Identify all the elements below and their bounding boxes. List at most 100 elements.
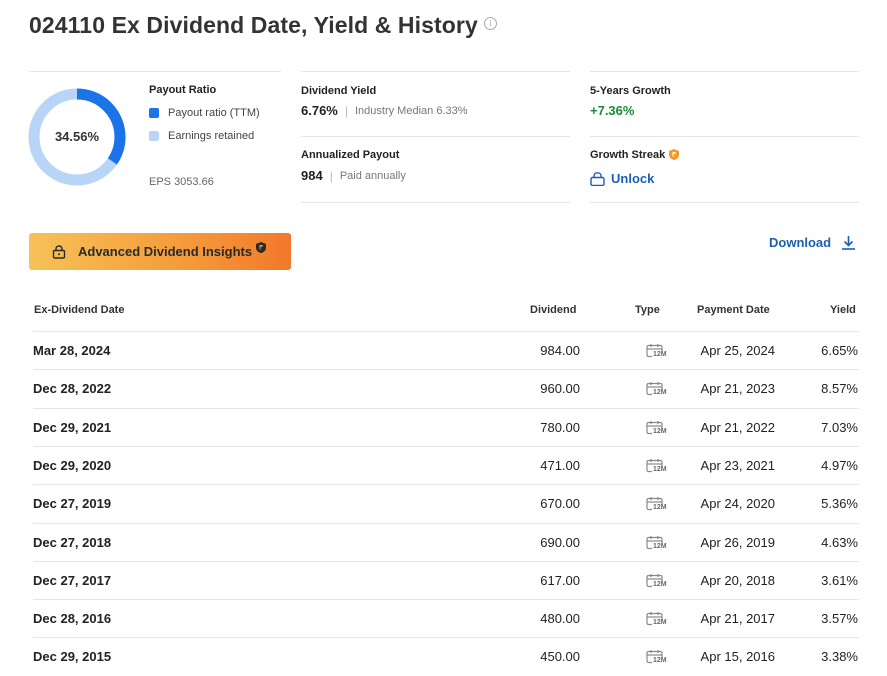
donut-payout-arc xyxy=(28,88,126,186)
type-badge: 12M xyxy=(646,535,667,553)
info-icon[interactable]: i xyxy=(483,17,497,30)
dividend-amount: 780.00 xyxy=(540,419,580,435)
payout-ratio-value: 34.56% xyxy=(54,129,100,144)
type-badge-label: 12M xyxy=(653,465,667,473)
type-badge-label: 12M xyxy=(653,351,667,358)
type-badge-label: 12M xyxy=(653,427,667,435)
table-row: Dec 28, 2022 960.00 12M Apr 21, 2023 8.57% xyxy=(33,369,859,408)
type-badge: 12M xyxy=(646,573,667,591)
table-row: Dec 28, 2016 480.00 12M Apr 21, 2017 3.57% xyxy=(33,599,859,638)
table-row: Dec 27, 2018 690.00 12M Apr 26, 2019 4.63% xyxy=(33,522,859,562)
ex-dividend-date: Dec 28, 2022 xyxy=(33,381,112,397)
eps-value: EPS 3053.66 xyxy=(149,176,214,188)
dividend-amount: 471.00 xyxy=(540,457,580,473)
insights-label: Advanced Dividend Insights xyxy=(78,244,253,259)
payment-date: Apr 24, 2020 xyxy=(700,496,775,512)
type-badge: 12M xyxy=(646,420,667,438)
pro-badge-icon xyxy=(669,149,680,160)
type-badge-label: 12M xyxy=(653,389,667,397)
dividend-yield-cell: 6.65% xyxy=(821,343,858,358)
divider xyxy=(301,71,570,72)
legend-swatch xyxy=(149,131,159,141)
dividend-yield-row: 6.76% | Industry Median 6.33% xyxy=(301,103,468,118)
dividend-yield-cell: 3.61% xyxy=(821,572,858,588)
ex-dividend-date: Dec 29, 2015 xyxy=(33,649,112,665)
payment-date: Apr 20, 2018 xyxy=(700,572,775,588)
page-title: 024110 Ex Dividend Date, Yield & History… xyxy=(29,12,497,39)
calendar-12m-icon xyxy=(646,573,666,591)
growth-streak-label: Growth Streak xyxy=(590,149,680,161)
download-icon xyxy=(842,236,856,250)
payment-date: Apr 25, 2024 xyxy=(700,343,775,358)
ex-dividend-date: Dec 27, 2017 xyxy=(33,572,112,588)
industry-median: Industry Median 6.33% xyxy=(355,104,468,117)
dividend-yield-cell: 3.38% xyxy=(821,649,858,665)
ex-dividend-date: Dec 29, 2020 xyxy=(33,457,112,473)
dividend-amount: 690.00 xyxy=(540,534,580,550)
unlock-growth-streak-button[interactable]: Unlock xyxy=(590,171,654,186)
dividend-amount: 670.00 xyxy=(540,496,580,512)
divider xyxy=(590,136,859,137)
dividend-yield-cell: 7.03% xyxy=(821,419,858,435)
divider xyxy=(29,71,281,72)
advanced-dividend-insights-button[interactable]: Advanced Dividend Insights xyxy=(29,233,291,270)
payment-date: Apr 21, 2017 xyxy=(700,611,775,627)
calendar-12m-icon xyxy=(646,382,666,400)
legend-label: Payout ratio (TTM) xyxy=(168,107,260,119)
table-row: Dec 29, 2020 471.00 12M Apr 23, 2021 4.97% xyxy=(33,445,859,485)
growth-label: 5-Years Growth xyxy=(590,85,671,97)
payout-ratio-title: Payout Ratio xyxy=(149,84,217,96)
calendar-12m-icon xyxy=(646,420,666,438)
calendar-12m-icon xyxy=(646,497,666,515)
type-badge: 12M xyxy=(646,381,667,400)
growth-row: +7.36% xyxy=(590,103,634,118)
ex-dividend-date: Dec 27, 2019 xyxy=(33,496,112,512)
annualized-payout-value: 984 xyxy=(301,168,323,183)
payment-date: Apr 15, 2016 xyxy=(700,649,775,665)
calendar-12m-icon xyxy=(646,344,666,361)
dividend-amount: 617.00 xyxy=(540,572,580,588)
legend-retained: Earnings retained xyxy=(149,130,254,142)
table-row: Dec 29, 2021 780.00 12M Apr 21, 2022 7.03% xyxy=(33,407,859,447)
calendar-12m-icon xyxy=(646,612,666,630)
dividend-yield-cell: 4.97% xyxy=(821,457,858,473)
table-row: Dec 27, 2017 617.00 12M Apr 20, 2018 3.61% xyxy=(33,560,859,600)
type-badge-label: 12M xyxy=(653,619,667,627)
divider xyxy=(590,71,859,72)
type-badge-label: 12M xyxy=(653,657,667,665)
pro-badge-icon xyxy=(256,242,267,253)
separator: | xyxy=(329,168,333,183)
type-badge: 12M xyxy=(646,611,667,630)
legend-swatch xyxy=(149,108,159,118)
payment-date: Apr 21, 2023 xyxy=(700,381,775,397)
type-badge: 12M xyxy=(646,458,667,476)
ex-dividend-date: Dec 27, 2018 xyxy=(33,534,112,550)
divider xyxy=(590,202,859,203)
lock-icon xyxy=(52,244,66,259)
col-header-yield[interactable]: Yield xyxy=(830,304,856,316)
table-row: Dec 27, 2019 670.00 12M Apr 24, 2020 5.36% xyxy=(33,484,859,523)
calendar-12m-icon xyxy=(646,535,666,553)
dividend-amount: 480.00 xyxy=(540,611,580,627)
divider xyxy=(301,136,570,137)
dividend-amount: 984.00 xyxy=(540,343,580,358)
payment-date: Apr 23, 2021 xyxy=(700,457,775,473)
dividend-yield-cell: 4.63% xyxy=(821,534,858,550)
ex-dividend-date: Dec 29, 2021 xyxy=(33,419,112,435)
col-header-dividend[interactable]: Dividend xyxy=(530,304,577,316)
col-header-type[interactable]: Type xyxy=(635,304,660,316)
lock-icon xyxy=(590,171,605,186)
ex-dividend-date: Mar 28, 2024 xyxy=(33,343,111,358)
calendar-12m-icon xyxy=(646,650,666,668)
type-badge: 12M xyxy=(646,649,667,668)
unlock-label: Unlock xyxy=(611,171,655,186)
payment-date: Apr 26, 2019 xyxy=(700,534,775,550)
calendar-12m-icon xyxy=(646,458,666,476)
type-badge: 12M xyxy=(646,343,667,361)
dividend-yield-label: Dividend Yield xyxy=(301,85,377,97)
type-badge-label: 12M xyxy=(653,504,667,512)
download-button[interactable]: Download xyxy=(769,235,856,250)
col-header-payment-date[interactable]: Payment Date xyxy=(697,304,770,316)
separator: | xyxy=(344,103,348,118)
col-header-ex-dividend-date[interactable]: Ex-Dividend Date xyxy=(34,304,125,316)
